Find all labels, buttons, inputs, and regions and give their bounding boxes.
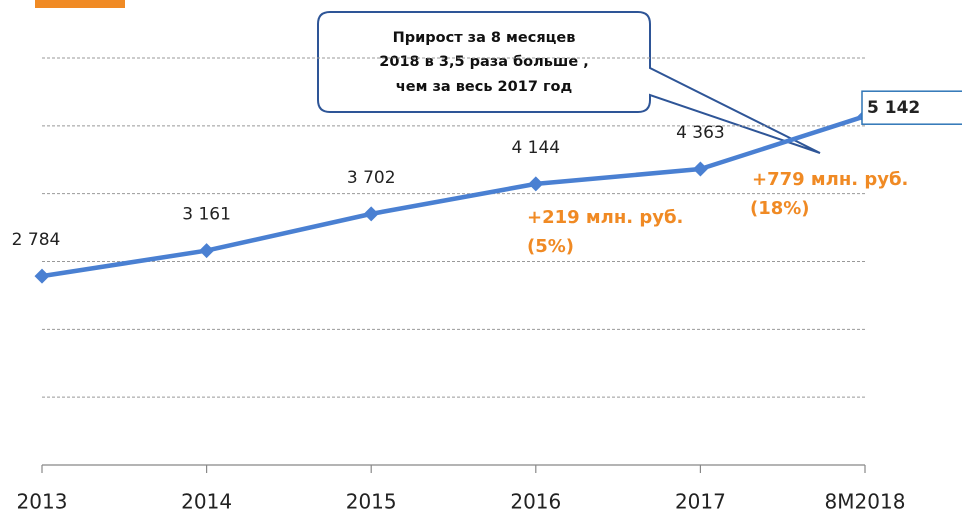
annotation: (5%) bbox=[527, 236, 574, 257]
annotation: +219 млн. руб. bbox=[527, 207, 683, 228]
header-accent bbox=[35, 0, 125, 8]
point bbox=[528, 176, 544, 192]
x-tick-label: 8M2018 bbox=[825, 490, 906, 514]
value-label: 4 363 bbox=[676, 123, 725, 143]
value-label: 5 142 bbox=[867, 98, 920, 118]
value-label: 4 144 bbox=[511, 138, 560, 158]
x-tick-label: 2013 bbox=[17, 490, 68, 514]
value-label-box bbox=[861, 90, 962, 125]
callout-text: Прирост за 8 месяцев bbox=[393, 30, 576, 46]
callout-text: 2018 в 3,5 раза больше , bbox=[379, 54, 588, 70]
value-label: 2 784 bbox=[12, 230, 61, 250]
point bbox=[363, 206, 379, 222]
line bbox=[41, 114, 866, 279]
annotation: (18%) bbox=[750, 198, 810, 219]
value-label: 3 161 bbox=[182, 205, 231, 225]
x-tick-label: 2017 bbox=[675, 490, 726, 514]
annotation: +779 млн. руб. bbox=[752, 169, 908, 190]
callout-text: чем за весь 2017 год bbox=[396, 79, 572, 95]
point bbox=[199, 243, 215, 259]
x-tick-label: 2014 bbox=[181, 490, 232, 514]
x-tick-label: 2015 bbox=[346, 490, 397, 514]
value-label: 3 702 bbox=[347, 168, 396, 188]
point bbox=[692, 161, 708, 177]
x-tick-label: 2016 bbox=[510, 490, 561, 514]
point bbox=[34, 268, 50, 284]
callout-box bbox=[317, 11, 821, 154]
